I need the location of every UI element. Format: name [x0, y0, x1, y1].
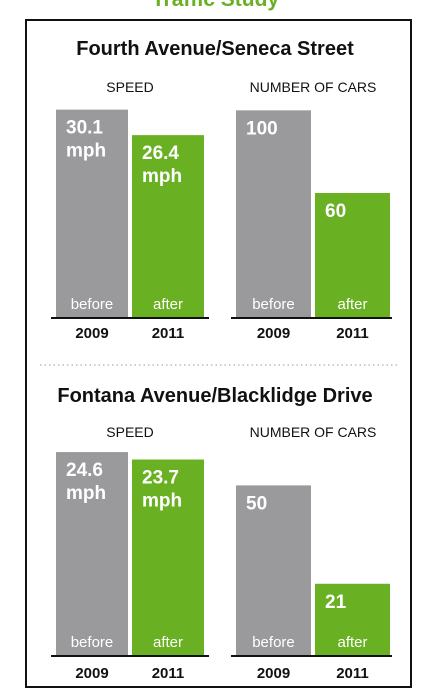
bar-after — [132, 459, 204, 655]
bar-before — [56, 109, 128, 318]
bar-unit-label: mph — [142, 490, 182, 511]
bar-before — [236, 110, 311, 317]
bar-category-label: before — [252, 634, 295, 651]
chart-title: Fontana Avenue/Blacklidge Drive — [57, 385, 372, 407]
panel-label: NUMBER OF CARS — [250, 424, 377, 440]
bar-category-label: before — [252, 296, 295, 313]
year-label: 2011 — [336, 665, 369, 682]
bar-value-label: 100 — [246, 118, 278, 139]
bar-after — [132, 135, 204, 317]
bar-value-label: 26.4 — [142, 143, 179, 164]
bar-unit-label: mph — [66, 483, 106, 504]
chart-title: Fourth Avenue/Seneca Street — [76, 38, 354, 60]
bar-value-label: 24.6 — [66, 460, 103, 481]
panel-label: NUMBER OF CARS — [250, 79, 377, 95]
year-label: 2009 — [75, 665, 108, 682]
bar-category-label: after — [337, 634, 367, 651]
bar-value-label: 30.1 — [66, 118, 103, 139]
bar-category-label: after — [337, 296, 367, 313]
panel-label: SPEED — [106, 424, 153, 440]
year-label: 2009 — [257, 325, 290, 342]
year-label: 2011 — [336, 325, 369, 342]
bar-category-label: after — [153, 296, 183, 313]
bar-before — [56, 452, 128, 655]
bar-before — [236, 485, 311, 655]
bar-value-label: 50 — [246, 493, 267, 514]
bar-value-label: 21 — [325, 592, 347, 613]
bar-category-label: before — [71, 296, 114, 313]
bar-value-label: 60 — [325, 201, 346, 222]
panel-label: SPEED — [106, 79, 153, 95]
bar-after — [315, 583, 390, 655]
year-label: 2009 — [75, 325, 108, 342]
year-label: 2009 — [257, 665, 290, 682]
bar-after — [315, 193, 390, 317]
chart-frame — [25, 19, 412, 688]
year-label: 2011 — [152, 325, 185, 342]
bar-category-label: after — [153, 634, 183, 651]
page-title: Traffic Study — [0, 0, 431, 12]
bar-unit-label: mph — [66, 141, 106, 162]
bar-value-label: 23.7 — [142, 467, 179, 488]
bar-category-label: before — [71, 634, 114, 651]
bar-unit-label: mph — [142, 166, 182, 187]
year-label: 2011 — [152, 665, 185, 682]
